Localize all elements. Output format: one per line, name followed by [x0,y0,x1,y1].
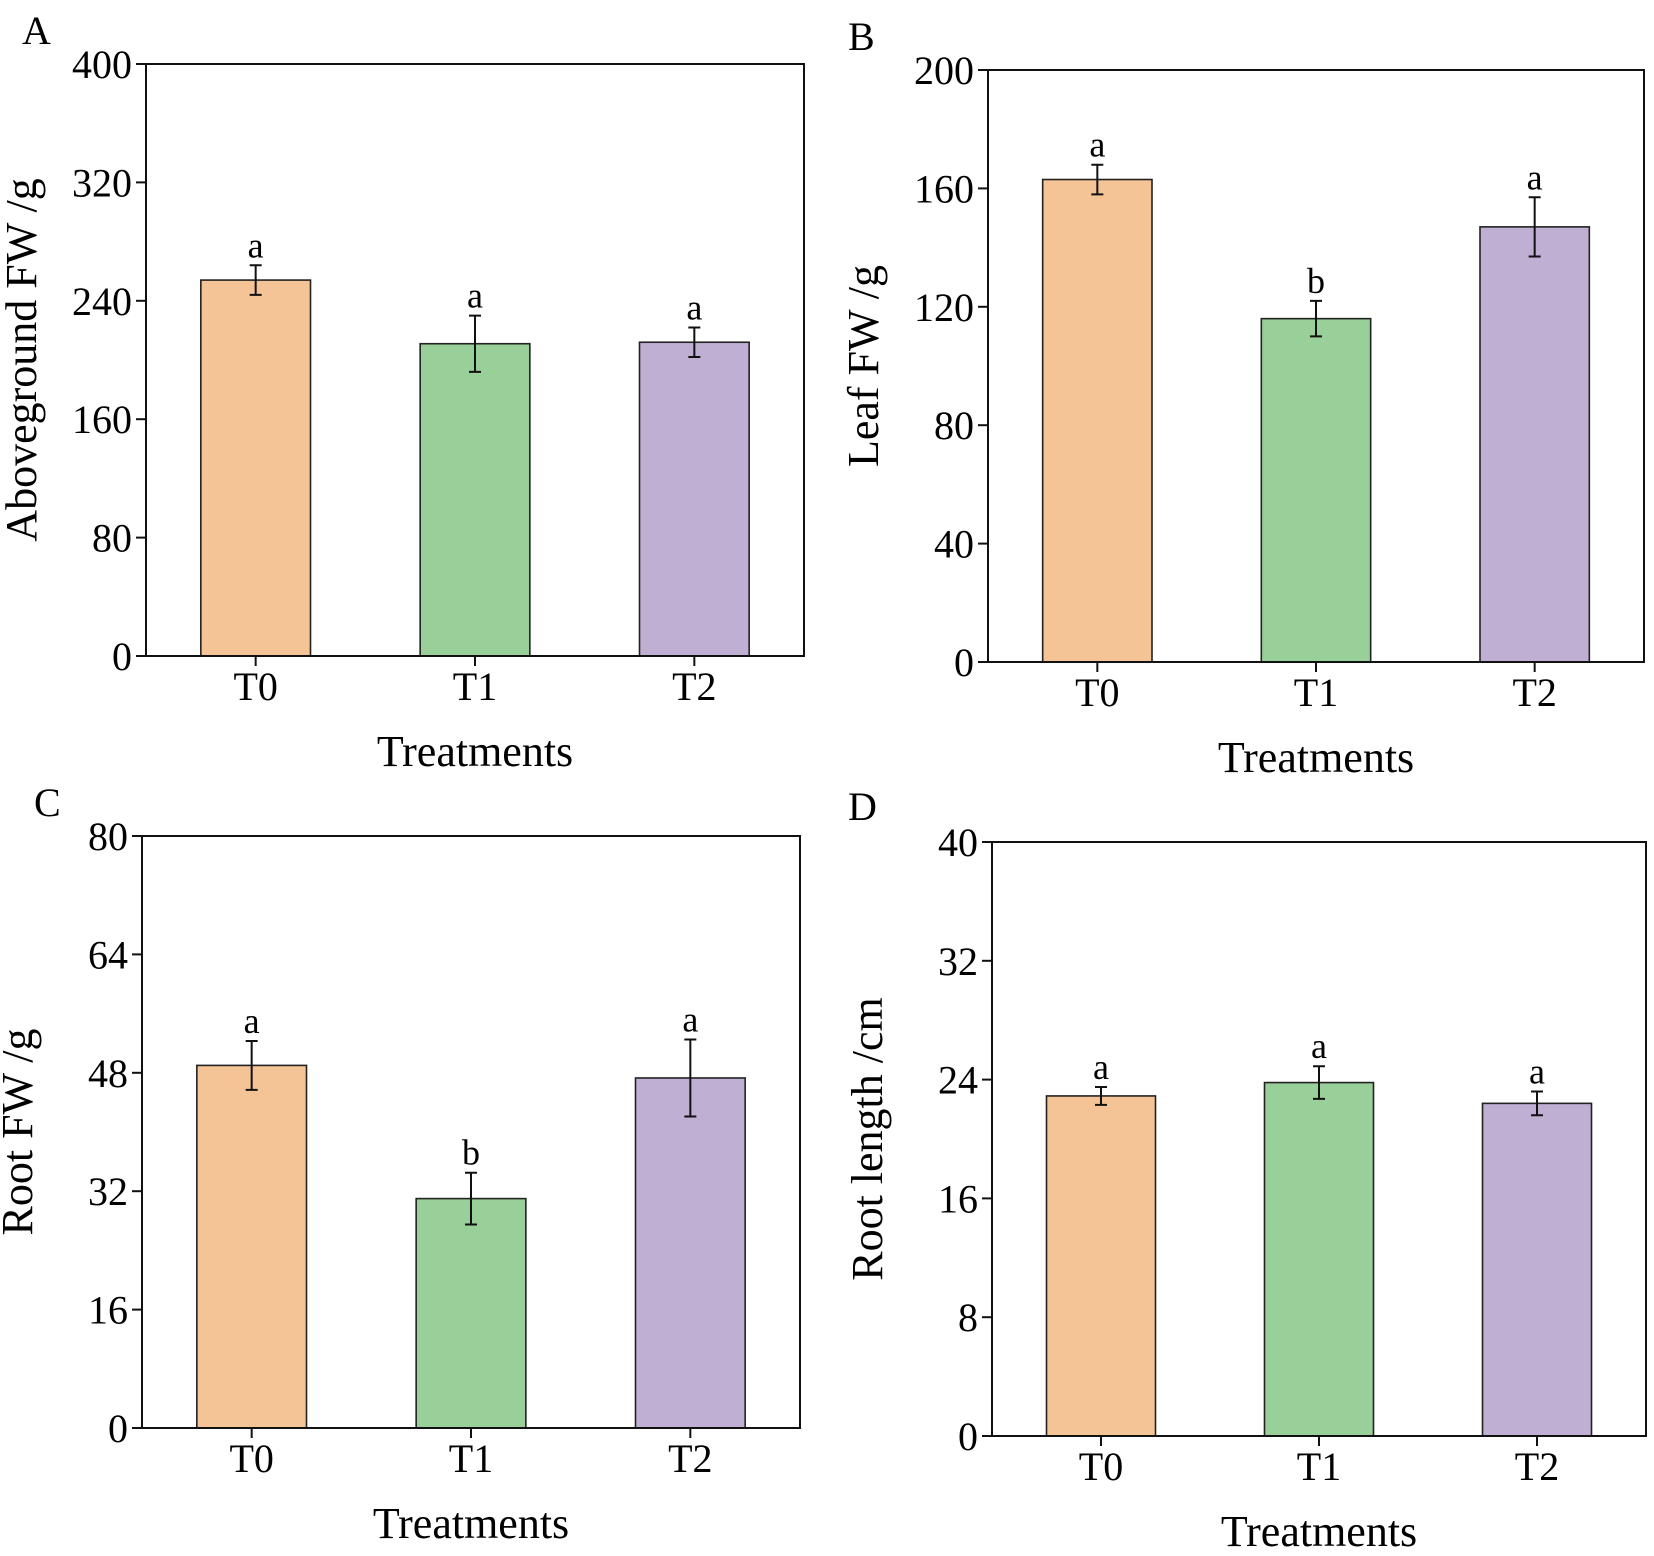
panel-a-errorbar-t2 [688,326,701,359]
panel-d-sig-t0: a [1093,1047,1109,1087]
panel-d-sig-t1: a [1311,1026,1327,1066]
panel-c-bar-t1 [415,1197,527,1429]
panel-c-sig-t2: a [682,1000,698,1040]
panel-d-ytick-label-16: 16 [938,1176,978,1221]
panel-c-xtick-label-t1: T1 [449,1436,493,1481]
panel-b-xtick-label-t0: T0 [1075,670,1119,715]
panel-a-ytick-label-320: 320 [72,160,132,205]
panel-d-xtick-label-t1: T1 [1297,1444,1341,1489]
panel-a-bar-t2 [638,341,750,657]
panel-a-x-axis-title: Treatments [377,727,573,776]
panel-c-y-axis-title: Root FW /g [0,1028,42,1235]
panel-a-sig-t1: a [467,276,483,316]
panel-a-ytick-label-400: 400 [72,42,132,87]
panel-d-sig-t2: a [1529,1051,1545,1091]
panel-a-ytick-label-0: 0 [112,634,132,679]
panel-d-xtick-label-t2: T2 [1515,1444,1559,1489]
panel-c-ytick-label-64: 64 [88,932,128,977]
panel-b-y-axis-title: Leaf FW /g [839,265,888,467]
panel-d-ytick-label-40: 40 [938,820,978,865]
panel-c-ytick-label-16: 16 [88,1288,128,1333]
panel-a-sig-t0: a [248,225,264,265]
panel-c-label: C [34,780,61,825]
panel-c-errorbar-t1 [465,1171,477,1226]
panel-d-x-axis-title: Treatments [1221,1507,1417,1556]
panel-c-bar-t2 [634,1077,746,1429]
panel-d-bar-t0 [1045,1095,1157,1437]
panel-b-errorbar-t2 [1528,196,1541,258]
panel-d-frame [991,841,1647,1437]
panel-b-ytick-label-40: 40 [934,522,974,567]
panel-d-xtick-label-t0: T0 [1079,1444,1123,1489]
panel-d-ytick-label-0: 0 [958,1414,978,1459]
panel-d-bar-t2 [1481,1102,1593,1437]
panel-b-bar-t2 [1479,226,1591,663]
panel-d-y-axis-title: Root length /cm [843,997,892,1281]
panel-a-errorbar-t1 [469,314,481,373]
panel-a-label: A [22,8,51,53]
panel-c-frame [141,835,801,1429]
panel-d-errorbar-t2 [1531,1090,1543,1117]
panel-a-xtick-label-t1: T1 [453,664,497,709]
panel-c-ytick-label-48: 48 [88,1051,128,1096]
panel-b-x-axis-title: Treatments [1218,733,1414,782]
panel-c-errorbar-t0 [245,1039,258,1091]
panel-b-frame [987,69,1645,663]
panel-b-ytick-label-80: 80 [934,403,974,448]
panel-b-ytick-label-200: 200 [914,48,974,93]
panel-a-xtick-label-t2: T2 [672,664,716,709]
panel-d-ytick-label-24: 24 [938,1058,978,1103]
panel-d-bar-t1 [1263,1081,1375,1437]
panel-a-bar-t0 [200,279,312,657]
panel-c-sig-t1: b [462,1133,480,1173]
panel-d-errorbar-t0 [1095,1086,1107,1106]
panel-c-sig-t0: a [244,1001,260,1041]
panel-b-errorbar-t0 [1091,163,1104,196]
panel-b-label: B [848,14,875,59]
panel-a-ytick-label-160: 160 [72,397,132,442]
panel-c-ytick-label-80: 80 [88,814,128,859]
panel-a-errorbar-t0 [249,264,262,296]
panel-c-ytick-label-0: 0 [108,1406,128,1451]
panel-b-sig-t0: a [1089,125,1105,165]
panel-a-y-axis-title: Aboveground FW /g [0,178,46,541]
panel-a-bar-t1 [419,342,531,657]
panel-c-bar-t0 [196,1064,308,1429]
panel-b-sig-t1: b [1307,261,1325,301]
panel-a-sig-t2: a [686,287,702,327]
panel-b-ytick-label-120: 120 [914,285,974,330]
panel-d-label: D [848,784,877,829]
panel-b-ytick-label-160: 160 [914,166,974,211]
panel-b-bar-t0 [1041,178,1153,663]
panel-a-ytick-label-80: 80 [92,516,132,561]
panel-b-sig-t2: a [1527,157,1543,197]
panel-b-xtick-label-t2: T2 [1512,670,1556,715]
panel-c-xtick-label-t0: T0 [229,1436,273,1481]
panel-d-errorbar-t1 [1313,1065,1325,1100]
panel-a-frame [145,63,805,657]
panel-b-ytick-label-0: 0 [954,640,974,685]
panel-a-ytick-label-240: 240 [72,279,132,324]
panel-c-ytick-label-32: 32 [88,1169,128,1214]
panel-b-errorbar-t1 [1310,299,1322,338]
panel-d-ytick-label-8: 8 [958,1295,978,1340]
panel-d-ytick-label-32: 32 [938,939,978,984]
panel-b-bar-t1 [1260,317,1372,663]
panel-b-xtick-label-t1: T1 [1294,670,1338,715]
panel-a-xtick-label-t0: T0 [233,664,277,709]
panel-c-errorbar-t2 [684,1038,697,1118]
panel-c-xtick-label-t2: T2 [668,1436,712,1481]
panel-c-x-axis-title: Treatments [373,1499,569,1548]
